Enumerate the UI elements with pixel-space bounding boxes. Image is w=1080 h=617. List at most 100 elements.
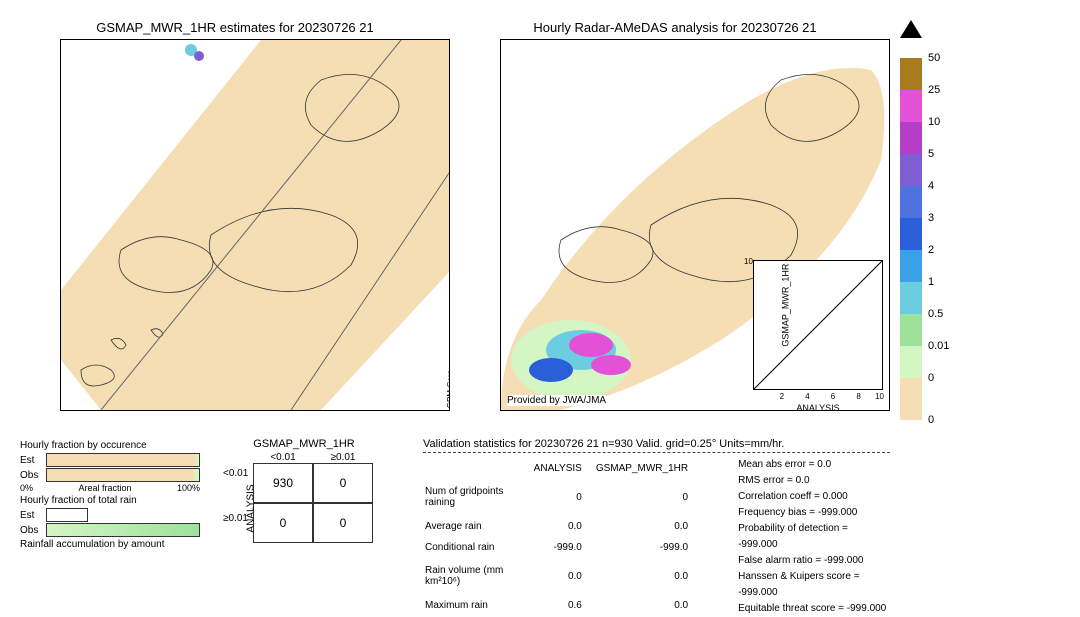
stats-row-label: Rain volume (mm km²10⁶) <box>425 559 532 594</box>
colorbar-tick: 5 <box>928 148 934 160</box>
stats-row-label: Num of gridpoints raining <box>425 480 532 515</box>
main-grid: GSMAP_MWR_1HR estimates for 20230726 21 … <box>20 20 1060 610</box>
stats-right-line: Hanssen & Kuipers score = -999.000 <box>738 569 890 601</box>
sensor-label: GPM-Core <box>446 370 450 408</box>
stats-right-line: RMS error = 0.0 <box>738 473 890 489</box>
scale-mid: Areal fraction <box>78 483 131 493</box>
stats-val: 0.0 <box>596 517 700 536</box>
left-map-panel: GSMAP_MWR_1HR estimates for 20230726 21 … <box>20 20 450 420</box>
contingency-table: GSMAP_MWR_1HR <0.01 ≥0.01 930 0 0 0 ANAL… <box>235 438 373 610</box>
stats-col-h: ANALYSIS <box>534 459 594 478</box>
stats-right: Mean abs error = 0.0RMS error = 0.0Corre… <box>738 457 890 617</box>
scatter-ylabel: GSMAP_MWR_1HR <box>781 264 791 347</box>
stats-block: Validation statistics for 20230726 21 n=… <box>423 438 890 610</box>
stats-row-label: Maximum rain <box>425 596 532 615</box>
right-map-title: Hourly Radar-AMeDAS analysis for 2023072… <box>460 20 890 35</box>
stats-table: ANALYSISGSMAP_MWR_1HR Num of gridpoints … <box>423 457 702 617</box>
stats-right-line: Probability of detection = -999.000 <box>738 521 890 553</box>
stats-val: 0.6 <box>534 596 594 615</box>
colorbar-top-arrow <box>900 20 922 38</box>
ct-col-h: ≥0.01 <box>313 452 373 463</box>
colorbar: 502510543210.50.0100 <box>900 20 1000 420</box>
colorbar-tick: 0.5 <box>928 308 943 320</box>
frac-label-obs: Obs <box>20 470 46 481</box>
stats-row-label: Average rain <box>425 517 532 536</box>
ct-cell: 0 <box>253 503 313 543</box>
bottom-row: Hourly fraction by occurence Est Obs 0% A… <box>20 438 890 610</box>
stats-title: Validation statistics for 20230726 21 n=… <box>423 438 890 453</box>
colorbar-segment <box>900 250 922 282</box>
stats-val: 0.0 <box>596 559 700 594</box>
colorbar-segment <box>900 346 922 378</box>
colorbar-tick: 0.01 <box>928 340 949 352</box>
colorbar-tick: 10 <box>928 116 940 128</box>
scatter-xtick: 6 <box>831 392 835 401</box>
fraction-title-3: Rainfall accumulation by amount <box>20 539 200 550</box>
left-map-title: GSMAP_MWR_1HR estimates for 20230726 21 <box>20 20 450 35</box>
stats-val: 0.0 <box>534 559 594 594</box>
stats-col-h: GSMAP_MWR_1HR <box>596 459 700 478</box>
stats-right-line: Equitable threat score = -999.000 <box>738 601 890 617</box>
frac-label-obs: Obs <box>20 525 46 536</box>
scatter-diagonal <box>754 261 882 389</box>
scatter-xtick: 4 <box>805 392 809 401</box>
right-map-panel: Hourly Radar-AMeDAS analysis for 2023072… <box>460 20 890 420</box>
stats-row-label: Conditional rain <box>425 538 532 557</box>
frac-bar <box>46 523 200 537</box>
colorbar-segment <box>900 378 922 420</box>
colorbar-tick: 50 <box>928 52 940 64</box>
colorbar-tick: 2 <box>928 244 934 256</box>
colorbar-tick: 25 <box>928 84 940 96</box>
stats-right-line: Frequency bias = -999.000 <box>738 505 890 521</box>
left-map-box: 45°N 40°N 35°N 30°N 25°N 125°E 130°E 135… <box>60 39 450 411</box>
frac-bar <box>46 508 88 522</box>
colorbar-tick: 4 <box>928 180 934 192</box>
scatter-xlabel: ANALYSIS <box>796 403 839 411</box>
colorbar-tick: 1 <box>928 276 934 288</box>
scale-left: 0% <box>20 483 33 493</box>
fractions-block: Hourly fraction by occurence Est Obs 0% A… <box>20 438 200 610</box>
colorbar-segment <box>900 122 922 154</box>
right-map-box: 45°N 40°N 35°N 30°N 25°N 125°E 130°E 135… <box>500 39 890 411</box>
stats-val: 0.0 <box>534 517 594 536</box>
stats-val: -999.0 <box>534 538 594 557</box>
left-swath <box>61 40 449 410</box>
attribution-label: Provided by JWA/JMA <box>507 395 606 406</box>
ct-row-h: ≥0.01 <box>223 513 248 524</box>
scale-right: 100% <box>177 483 200 493</box>
ct-col-h: <0.01 <box>253 452 313 463</box>
colorbar-segment <box>900 186 922 218</box>
colorbar-tick: 0 <box>928 414 934 426</box>
stats-right-line: Mean abs error = 0.0 <box>738 457 890 473</box>
ct-ylabel: ANALYSIS <box>246 484 257 532</box>
fraction-title-1: Hourly fraction by occurence <box>20 440 200 451</box>
ct-row-h: <0.01 <box>223 468 248 479</box>
frac-label-est: Est <box>20 455 46 466</box>
colorbar-tick: 3 <box>928 212 934 224</box>
scatter-ytick: 10 <box>744 257 753 266</box>
frac-label-est: Est <box>20 510 46 521</box>
stats-val: 0.0 <box>596 596 700 615</box>
ct-cell: 930 <box>253 463 313 503</box>
scatter-xtick: 2 <box>780 392 784 401</box>
ct-cell: 0 <box>313 503 373 543</box>
scatter-xtick: 10 <box>875 392 884 401</box>
stats-right-line: Correlation coeff = 0.000 <box>738 489 890 505</box>
frac-bar <box>46 468 200 482</box>
colorbar-bar: 502510543210.50.0100 <box>900 58 922 438</box>
stats-val: 0 <box>596 480 700 515</box>
colorbar-segment <box>900 90 922 122</box>
stats-val: -999.0 <box>596 538 700 557</box>
frac-bar <box>46 453 200 467</box>
ct-cell: 0 <box>313 463 373 503</box>
colorbar-segment <box>900 58 922 90</box>
colorbar-segment <box>900 218 922 250</box>
scatter-inset: GSMAP_MWR_1HR ANALYSIS 10 10 2 4 6 8 <box>753 260 883 390</box>
colorbar-segment <box>900 282 922 314</box>
scatter-xtick: 8 <box>856 392 860 401</box>
stats-right-line: False alarm ratio = -999.000 <box>738 553 890 569</box>
colorbar-segment <box>900 154 922 186</box>
ct-title: GSMAP_MWR_1HR <box>235 438 373 450</box>
stats-val: 0 <box>534 480 594 515</box>
fraction-title-2: Hourly fraction of total rain <box>20 495 200 506</box>
